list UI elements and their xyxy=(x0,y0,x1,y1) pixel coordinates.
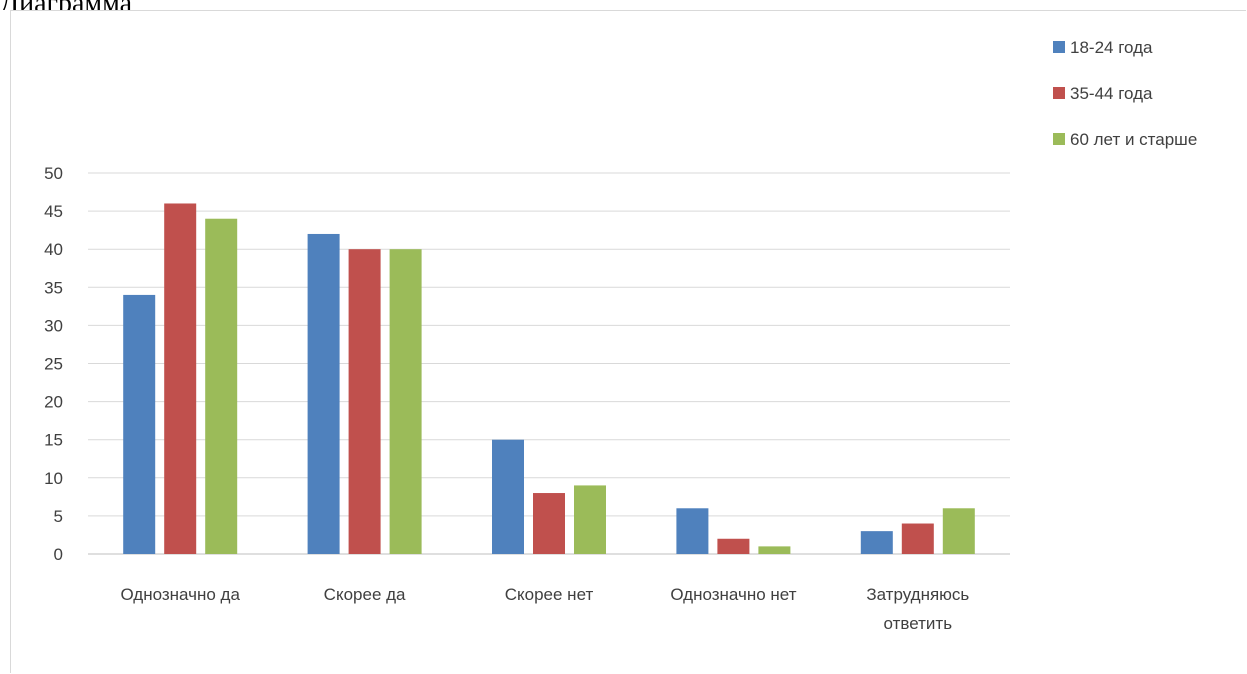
y-tick-label: 40 xyxy=(44,240,63,259)
y-tick-label: 10 xyxy=(44,469,63,488)
y-tick-label: 35 xyxy=(44,278,63,297)
legend: 18-24 года 35-44 года 60 лет и старше xyxy=(1053,38,1197,149)
bar-1-series-1 xyxy=(123,294,156,554)
y-tick-label: 5 xyxy=(54,507,63,526)
x-category-label: Однозначно нет xyxy=(670,585,796,604)
legend-swatch-3 xyxy=(1053,133,1065,145)
bar-2-series-2 xyxy=(348,249,381,554)
x-category-label: Затрудняюсь xyxy=(866,585,969,604)
bar-4-series-3 xyxy=(758,546,791,554)
bar-5-series-1 xyxy=(860,531,893,554)
bars xyxy=(123,203,975,555)
bar-3-series-3 xyxy=(574,485,606,554)
bar-1-series-3 xyxy=(205,218,238,554)
bar-3-series-2 xyxy=(533,493,565,554)
bar-3-series-1 xyxy=(492,439,524,554)
x-category-label: Скорее да xyxy=(324,585,406,604)
x-category-label: Скорее нет xyxy=(505,585,594,604)
gridlines xyxy=(88,172,1010,555)
legend-label-2: 35-44 года xyxy=(1070,84,1153,103)
bar-5-series-3 xyxy=(942,508,975,554)
y-tick-label: 50 xyxy=(44,164,63,183)
chart-frame xyxy=(10,10,1246,673)
x-axis: Однозначно да Скорее да Скорее нет Однознач… xyxy=(120,585,969,633)
bar-2-series-3 xyxy=(389,249,422,554)
bar-4-series-2 xyxy=(717,538,750,554)
legend-label-3: 60 лет и старше xyxy=(1070,130,1197,149)
y-tick-label: 25 xyxy=(44,355,63,374)
bar-4-series-1 xyxy=(676,508,709,554)
x-category-label: Однозначно да xyxy=(120,585,240,604)
bar-2-series-1 xyxy=(307,233,340,554)
y-tick-label: 0 xyxy=(54,545,63,564)
legend-swatch-2 xyxy=(1053,87,1065,99)
y-axis: 0 5 10 15 20 25 30 35 40 45 50 xyxy=(44,164,63,564)
y-tick-label: 20 xyxy=(44,393,63,412)
bar-5-series-2 xyxy=(901,523,934,554)
page-top-text: Диаграмма xyxy=(0,0,132,10)
x-category-label: ответить xyxy=(884,614,953,633)
legend-label-1: 18-24 года xyxy=(1070,38,1153,57)
y-tick-label: 15 xyxy=(44,431,63,450)
y-tick-label: 30 xyxy=(44,316,63,335)
y-tick-label: 45 xyxy=(44,202,63,221)
bar-1-series-2 xyxy=(164,203,197,555)
legend-swatch-1 xyxy=(1053,41,1065,53)
